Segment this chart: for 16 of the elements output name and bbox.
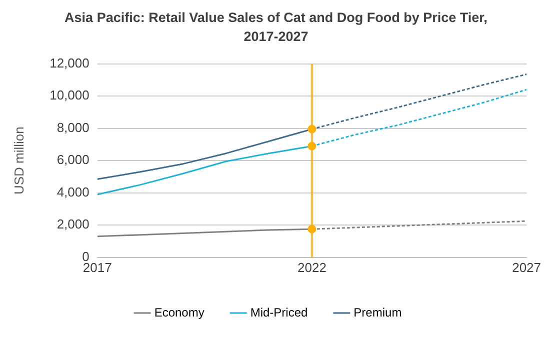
y-tick-label: 4,000 [56,184,90,200]
y-tick-label: 2,000 [56,216,90,232]
legend-label: Mid-Priced [250,305,308,320]
y-tick-label: 8,000 [56,120,90,135]
point [308,124,316,134]
x-tick-label: 2027 [512,260,541,275]
x-tick-label: 2022 [297,260,326,275]
y-tick-label: 6,000 [56,152,90,168]
point [308,142,316,150]
y-tick-label: 12,000 [50,55,90,70]
legend-label: Economy [154,305,204,320]
legend-label: Premium [354,305,402,320]
y-tick-label: 10,000 [50,88,90,103]
chart-title: Asia Pacific: Retail Value Sales of Cat and Dog Food by Price Tier, 2017-2027 [64,9,488,46]
point [308,224,316,234]
y-axis-title: USD million [11,126,26,195]
